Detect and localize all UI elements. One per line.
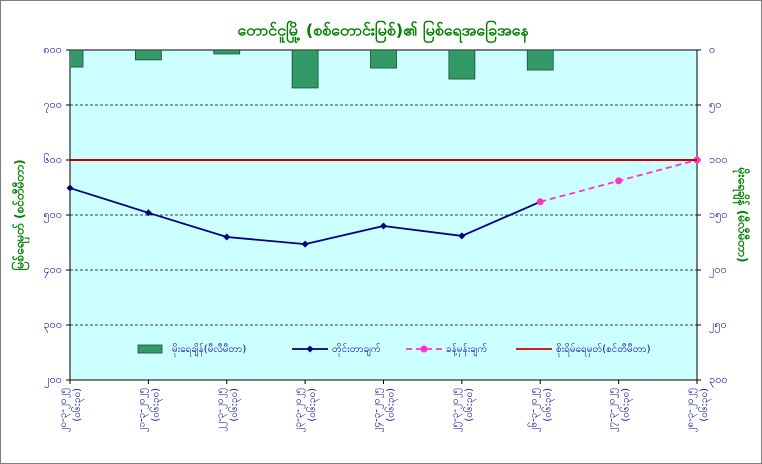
y2-tick-label: ၁၀၀ <box>709 153 728 166</box>
x-tick-time: (၀၆:၃၀) <box>227 388 242 422</box>
y2-tick-label: ၂၀၀ <box>709 263 727 278</box>
y2-tick-label: ၀ <box>709 43 715 56</box>
point <box>615 177 623 185</box>
x-tick-label: ၂၅-၃-၂၀၂၅ <box>450 388 463 432</box>
bar <box>448 50 476 80</box>
y2-tick-label: ၅၀ <box>709 98 721 113</box>
y-tick-label: ၃၀၀ <box>43 318 62 333</box>
point <box>536 198 544 206</box>
y-tick-label: ၇၀၀ <box>43 98 62 113</box>
x-tick-label: ၂၇-၃-၂၀၂၅ <box>607 388 620 432</box>
point <box>306 345 314 353</box>
x-tick-time: (၀၆:၃၀) <box>70 388 85 422</box>
legend-label: မိုးရေချိန်(မီလီမီတာ) <box>172 342 246 357</box>
x-tick-time: (၀၆:၃၀) <box>540 388 555 422</box>
x-tick-label: ၂၈-၃-၂၀၂၅ <box>685 388 698 433</box>
point <box>301 240 309 248</box>
x-tick-label: ၂၂-၃-၂၀၂၅ <box>215 388 228 432</box>
x-tick-label: ၂၄-၃-၂၀၂၅ <box>372 388 385 432</box>
bar <box>370 50 397 69</box>
x-tick-time: (၀၆:၃၀) <box>619 388 634 422</box>
legend-label: စိုးရိမ်ရေမှတ်(စင်တီမီတာ) <box>556 342 651 357</box>
bar <box>526 50 554 71</box>
y-tick-label: ၆၀၀ <box>43 153 62 166</box>
y2-tick-label: ၃၀၀ <box>709 373 728 388</box>
legend-label: ခန့်မှန်းချက် <box>446 342 487 357</box>
y-tick-label: ၅၀၀ <box>43 208 62 223</box>
legend-label: တိုင်းတာချက် <box>332 342 381 357</box>
x-tick-time: (၀၆:၃၀) <box>384 388 399 422</box>
y2-tick-label: ၁၅၀ <box>709 208 728 223</box>
plot-marks <box>70 50 554 89</box>
y2-axis-label: မိုးရေချိန် (မီလီမီတာ) <box>732 167 752 263</box>
point <box>66 184 74 192</box>
x-tick-time: (၀၆:၃၀) <box>462 388 477 422</box>
y2-tick-label: ၂၅၀ <box>709 318 727 333</box>
x-tick-time: (၀၆:၃၀) <box>697 388 712 422</box>
point <box>420 345 428 353</box>
point <box>144 209 152 217</box>
x-tick-label: ၂၁-၃-၂၀၂၅ <box>136 388 149 432</box>
x-tick-label: ၂၀-၃-၂၀၂၅ <box>58 388 71 432</box>
bar <box>291 50 319 89</box>
bar <box>134 50 162 61</box>
y-tick-label: ၂၀၀ <box>44 373 62 388</box>
point <box>458 232 466 240</box>
x-tick-label: ၂၆-၃-၂၀၂၅ <box>526 388 541 432</box>
bar <box>70 50 84 68</box>
y-tick-label: ၈၀၀ <box>43 43 62 56</box>
x-tick-time: (၀၆:၃၀) <box>305 388 320 422</box>
y-tick-label: ၄၀၀ <box>43 263 62 278</box>
point <box>380 222 387 230</box>
x-tick-time: (၀၆:၃၀) <box>148 388 163 422</box>
bar <box>213 50 241 55</box>
y-axis-label: မြစ်ရေမှတ် (စင်တီမီတာ) <box>10 159 31 270</box>
point <box>223 233 231 241</box>
legend-swatch <box>137 344 163 354</box>
x-tick-label: ၂၃-၃-၂၀၂၅ <box>293 388 306 432</box>
